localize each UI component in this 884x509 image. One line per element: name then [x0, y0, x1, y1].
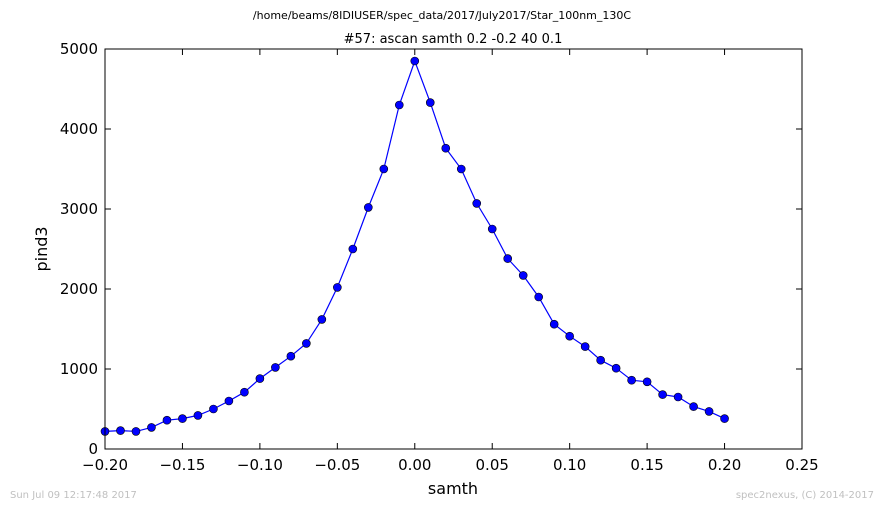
data-point [456, 164, 466, 174]
series-line [104, 59, 725, 433]
data-point [364, 203, 373, 212]
data-point [596, 355, 605, 365]
y-tick-label: 2000 [60, 280, 98, 298]
x-tick-label: −0.15 [159, 456, 205, 474]
data-point [178, 414, 187, 423]
data-point [534, 292, 543, 302]
data-point [162, 415, 172, 425]
data-point [255, 374, 265, 383]
data-point [333, 283, 342, 292]
data-point [642, 377, 652, 387]
x-tick-label: 0.20 [708, 456, 741, 474]
data-point [487, 224, 497, 234]
data-point [116, 426, 125, 435]
y-tick-label: 4000 [60, 120, 98, 138]
y-tick-label: 1000 [60, 360, 98, 378]
y-axis-label: pind3 [32, 226, 51, 271]
x-tick-label: 0.00 [398, 456, 431, 474]
data-point [394, 100, 404, 110]
data-point [193, 411, 203, 420]
data-point [720, 414, 729, 423]
data-point [565, 331, 574, 341]
data-point [379, 164, 389, 174]
y-tick-label: 5000 [60, 40, 98, 58]
data-point [658, 390, 667, 399]
data-point [302, 339, 311, 348]
footer-timestamp: Sun Jul 09 12:17:48 2017 [10, 490, 137, 501]
chart-suptitle: /home/beams/8IDIUSER/spec_data/2017/July… [253, 9, 631, 22]
footer-credit: spec2nexus, (C) 2014-2017 [736, 490, 874, 501]
x-tick-label: −0.20 [82, 456, 128, 474]
data-point [147, 423, 156, 432]
data-point [131, 427, 141, 436]
data-point [673, 392, 683, 402]
data-point [704, 407, 714, 416]
data-point [348, 244, 358, 254]
data-point [410, 56, 420, 66]
y-tick-label: 3000 [60, 200, 98, 218]
data-point [472, 199, 482, 208]
series-layer [100, 56, 729, 436]
data-point [209, 404, 218, 414]
x-tick-label: −0.05 [314, 456, 360, 474]
data-point [224, 396, 234, 406]
data-point [271, 363, 280, 372]
x-axis-label: samth [428, 479, 478, 498]
data-point [580, 342, 590, 351]
data-point [441, 143, 451, 153]
data-point [689, 402, 698, 411]
data-point [611, 363, 621, 373]
data-point [549, 319, 559, 329]
data-point [286, 351, 296, 361]
x-tick-label: 0.10 [553, 456, 586, 474]
x-tick-label: 0.25 [785, 456, 818, 474]
y-tick-label: 0 [88, 440, 98, 458]
plot-frame [104, 48, 803, 450]
data-point [518, 271, 528, 280]
data-point [503, 254, 513, 263]
x-tick-label: −0.10 [237, 456, 283, 474]
data-point [317, 315, 327, 324]
x-tick-label: 0.05 [476, 456, 509, 474]
data-point [425, 98, 435, 107]
data-point [627, 375, 636, 385]
data-point [240, 387, 249, 397]
chart-title: #57: ascan samth 0.2 -0.2 40 0.1 [344, 32, 563, 47]
x-tick-label: 0.15 [630, 456, 663, 474]
ticks-layer: −0.20 −0.15 −0.10 −0.05 0.00 0.05 0.10 0.15 0.20… [60, 40, 819, 474]
